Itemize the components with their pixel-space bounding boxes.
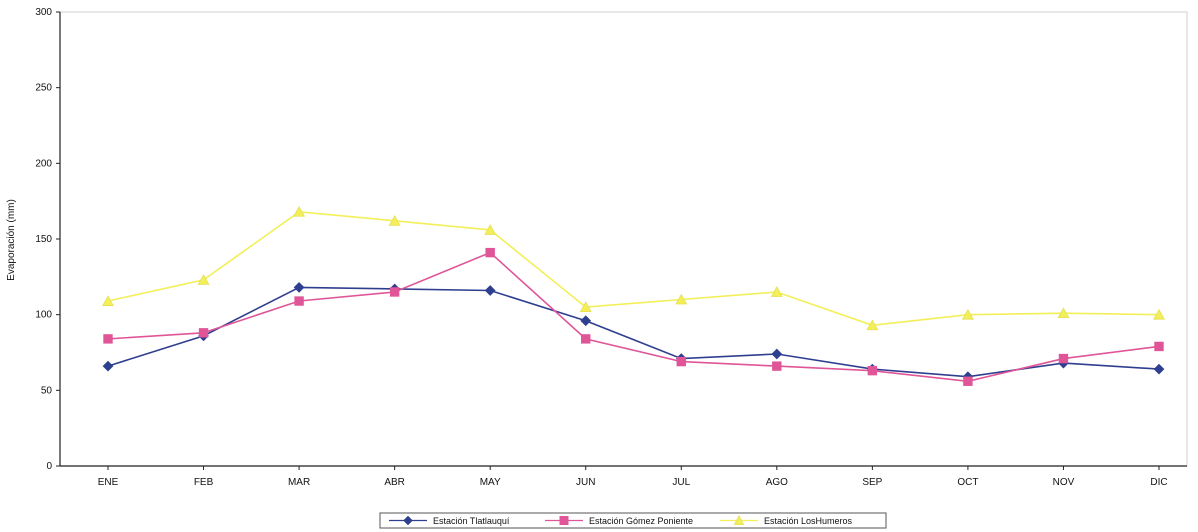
legend-marker-2	[559, 516, 569, 525]
series-line-2	[107, 251, 1160, 383]
data-point-s3-oct	[961, 308, 974, 320]
y-tick-label: 150	[35, 234, 52, 245]
x-tick-label: AGO	[766, 477, 788, 488]
y-axis-title: Evaporación (mm)	[6, 199, 17, 281]
data-point-s3-jul	[675, 293, 688, 305]
x-tick-label: ENE	[98, 477, 119, 488]
legend-label-1: Estación Tlatlauquí	[433, 516, 510, 526]
data-point-s3-may	[484, 224, 497, 235]
data-point-s2-ene	[103, 334, 113, 344]
data-point-s2-abr	[389, 287, 400, 297]
data-point-s1-ene	[102, 360, 114, 372]
legend-label-2: Estación Gómez Poniente	[589, 516, 693, 526]
y-axis-ticks: 0 50 100 150 200 250 300	[35, 7, 60, 472]
y-tick-label: 100	[35, 310, 52, 321]
data-point-s2-may	[485, 247, 495, 258]
data-point-s3-nov	[1057, 307, 1070, 319]
x-axis-ticks: ENE FEB MAR ABR MAY JUN JUL AGO SEP OCT NOV DIC	[98, 466, 1168, 488]
data-point-s1-dic	[1153, 363, 1165, 375]
x-tick-label: DIC	[1150, 477, 1167, 488]
data-point-s1-jun	[580, 315, 592, 327]
legend-marker-3	[733, 514, 745, 525]
data-point-s2-sep	[867, 365, 878, 376]
x-tick-label: FEB	[194, 477, 214, 488]
legend: Estación Tlatlauquí Estación Gómez Ponie…	[379, 512, 887, 529]
x-tick-label: NOV	[1053, 477, 1075, 488]
x-tick-label: MAR	[288, 477, 310, 488]
series-line-1	[107, 286, 1160, 378]
data-point-s1-ago	[771, 348, 783, 360]
data-point-s3-feb	[197, 274, 210, 285]
data-point-s3-ene	[102, 295, 114, 306]
data-point-s1-mar	[293, 282, 305, 293]
data-point-s2-jul	[676, 356, 686, 367]
x-tick-label: JUL	[672, 477, 690, 488]
data-point-s2-nov	[1058, 353, 1069, 364]
data-point-s3-sep	[866, 319, 879, 331]
legend-label-3: Estación LosHumeros	[764, 516, 853, 526]
x-tick-label: SEP	[862, 477, 882, 488]
data-point-s3-jun	[579, 301, 592, 312]
data-point-s3-dic	[1153, 308, 1165, 320]
data-point-s2-dic	[1154, 341, 1164, 352]
y-tick-label: 50	[41, 385, 53, 396]
x-tick-label: MAY	[480, 477, 501, 488]
x-tick-label: ABR	[384, 477, 405, 488]
y-tick-label: 250	[35, 83, 52, 94]
data-point-s2-oct	[963, 376, 973, 386]
y-tick-label: 300	[35, 7, 52, 18]
x-tick-label: OCT	[957, 477, 978, 488]
data-point-s2-jun	[581, 334, 591, 344]
data-point-s1-may	[484, 285, 496, 296]
data-point-s2-feb	[198, 328, 209, 338]
legend-box	[379, 512, 887, 529]
series-lines	[107, 210, 1160, 383]
legend-marker-1	[403, 515, 413, 526]
data-point-s3-mar	[293, 205, 306, 217]
data-point-s2-mar	[294, 296, 304, 306]
y-tick-label: 200	[35, 158, 52, 169]
data-point-s3-ago	[770, 286, 783, 297]
series-line-3	[107, 210, 1160, 327]
series-markers	[102, 205, 1165, 386]
x-tick-label: JUN	[576, 477, 595, 488]
data-point-s2-ago	[772, 361, 782, 371]
data-point-s3-abr	[388, 215, 401, 226]
y-tick-label: 0	[46, 461, 52, 472]
